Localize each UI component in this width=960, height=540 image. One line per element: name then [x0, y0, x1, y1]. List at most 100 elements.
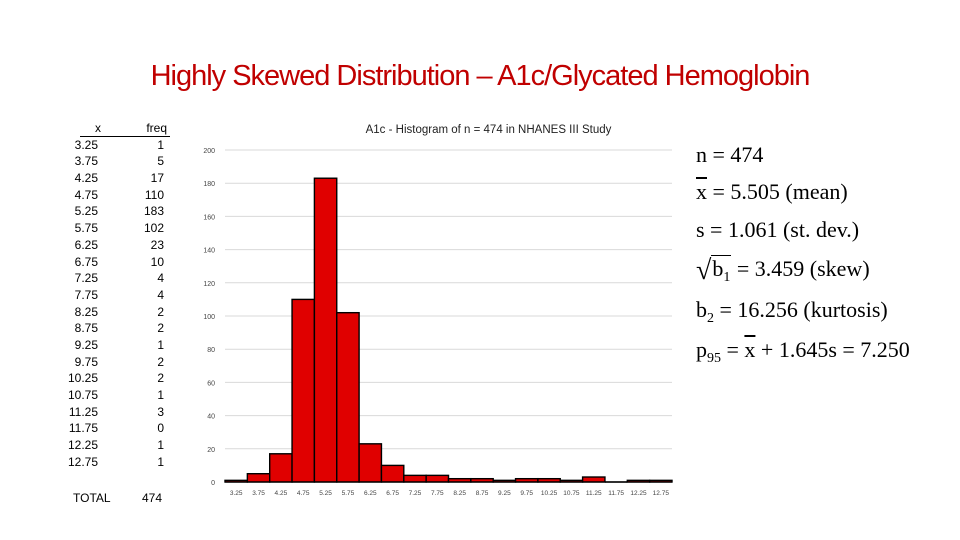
header-underline — [80, 136, 170, 137]
table-row: 10.25 2 — [67, 370, 170, 387]
stat-mean: x = 5.505 (mean) — [696, 179, 848, 205]
histogram-bar — [336, 311, 360, 483]
slide-title: Highly Skewed Distribution – A1c/Glycate… — [150, 60, 811, 92]
table-cell-freq: 183 — [143, 204, 164, 219]
sqrt-b1: √b1 — [696, 255, 732, 287]
histogram-bar — [581, 476, 606, 483]
table-row: 3.25 1 — [70, 137, 170, 154]
table-cell-freq: 1 — [157, 337, 164, 352]
table-cell-x: 11.75 — [68, 421, 98, 436]
p-symbol: p — [696, 337, 707, 362]
table-cell-x: 6.25 — [74, 237, 98, 252]
table-cell-freq: 10 — [150, 254, 164, 269]
table-cell-x: 9.25 — [74, 337, 98, 352]
table-row: 6.75 10 — [70, 254, 170, 271]
stat-skew-value: = 3.459 (skew) — [731, 256, 870, 281]
table-row: 5.75 102 — [70, 220, 170, 237]
table-cell-x: 7.75 — [74, 287, 98, 302]
x-tick-label: 5.25 — [319, 490, 332, 497]
histogram-bar — [246, 473, 271, 483]
skew-symbol: b — [712, 256, 724, 281]
y-tick-label: 100 — [203, 314, 215, 321]
table-row: 4.25 17 — [70, 170, 170, 187]
table-row: 4.75 110 — [70, 187, 170, 204]
y-tick-label: 200 — [203, 148, 215, 155]
table-cell-x: 5.25 — [74, 204, 98, 219]
x-tick-label: 7.25 — [409, 490, 422, 497]
table-cell-freq: 2 — [157, 321, 164, 336]
table-row: 3.75 5 — [70, 153, 170, 170]
table-cell-x: 8.25 — [74, 304, 98, 319]
table-cell-freq: 102 — [143, 221, 164, 236]
histogram-bar — [313, 177, 338, 483]
y-tick-label: 80 — [207, 347, 215, 354]
stat-skew: √b1 = 3.459 (skew) — [696, 255, 870, 287]
y-tick-label: 120 — [203, 281, 215, 288]
table-cell-freq: 1 — [157, 438, 164, 453]
table-row: 10.75 1 — [68, 387, 170, 404]
y-tick-label: 160 — [203, 214, 215, 221]
x-tick-label: 3.25 — [230, 490, 243, 497]
table-row: 5.25 183 — [70, 203, 170, 220]
skew-subscript: 1 — [723, 270, 731, 285]
table-cell-x: 8.75 — [74, 321, 98, 336]
table-cell-x: 4.25 — [74, 171, 98, 186]
table-cell-x: 10.25 — [67, 371, 98, 386]
table-row: 11.75 0 — [68, 420, 170, 437]
table-cell-freq: 110 — [144, 187, 164, 202]
x-tick-label: 4.25 — [275, 490, 288, 497]
table-cell-freq: 4 — [157, 287, 164, 302]
stat-kurtosis-value: = 16.256 (kurtosis) — [714, 297, 888, 322]
x-tick-label: 10.75 — [563, 490, 580, 497]
x-tick-label: 8.75 — [476, 490, 489, 497]
table-cell-x: 3.75 — [74, 154, 98, 169]
table-row: 6.25 23 — [70, 237, 170, 254]
table-row: 11.25 3 — [68, 404, 170, 421]
table-cell-x: 5.75 — [74, 221, 98, 236]
table-header-row: x freq — [70, 120, 170, 137]
table-row: 12.75 1 — [67, 454, 170, 471]
x-tick-label: 12.25 — [630, 490, 647, 497]
x-tick-label: 6.25 — [364, 490, 377, 497]
table-row: 9.75 2 — [70, 354, 170, 371]
frequency-table: x freq 3.25 1 3.75 5 4.25 17 4.75 110 5.25 183 5.7… — [67, 120, 170, 471]
stat-n: n = 474 — [696, 142, 764, 167]
table-cell-freq: 1 — [157, 137, 164, 152]
y-tick-label: 0 — [211, 480, 215, 487]
table-row: 8.75 2 — [70, 320, 170, 337]
table-row: 8.25 2 — [70, 304, 170, 321]
chart-title: A1c - Histogram of n = 474 in NHANES III… — [366, 124, 612, 136]
y-tick-label: 20 — [207, 447, 215, 454]
table-cell-x: 4.75 — [74, 187, 98, 202]
table-cell-x: 7.25 — [74, 271, 98, 286]
x-tick-label: 11.25 — [586, 490, 602, 497]
table-cell-freq: 1 — [157, 454, 164, 469]
table-row: 7.75 4 — [70, 287, 170, 304]
table-cell-freq: 17 — [150, 171, 164, 186]
x-tick-label: 5.75 — [342, 490, 355, 497]
table-cell-x: 3.25 — [74, 137, 98, 152]
histogram-bar — [291, 298, 316, 483]
table-cell-x: 6.75 — [74, 254, 98, 269]
table-cell-freq: 0 — [157, 421, 164, 436]
x-column-header: x — [95, 121, 101, 135]
x-tick-label: 10.25 — [541, 490, 558, 497]
stat-sd: s = 1.061 (st. dev.) — [696, 217, 860, 242]
x-tick-label: 9.75 — [520, 490, 533, 497]
table-cell-freq: 23 — [150, 237, 164, 252]
table-row: 12.25 1 — [68, 437, 170, 454]
p-subscript: 95 — [707, 351, 721, 366]
table-cell-freq: 3 — [157, 404, 164, 419]
histogram-bar — [380, 464, 405, 483]
x-tick-label: 3.75 — [252, 490, 265, 497]
x-tick-label: 6.75 — [386, 490, 399, 497]
p95-xbar-symbol: x — [744, 337, 756, 362]
table-cell-x: 12.75 — [67, 454, 98, 469]
table-cell-freq: 5 — [157, 154, 164, 169]
sqrt-radical: √ — [696, 255, 712, 286]
table-body: 3.25 1 3.75 5 4.25 17 4.75 110 5.25 183 5.75 102 6.2… — [67, 137, 170, 471]
table-cell-freq: 1 — [157, 388, 164, 402]
table-cell-x: 11.25 — [68, 404, 98, 419]
y-tick-label: 140 — [203, 248, 215, 255]
histogram-bar — [268, 453, 293, 483]
